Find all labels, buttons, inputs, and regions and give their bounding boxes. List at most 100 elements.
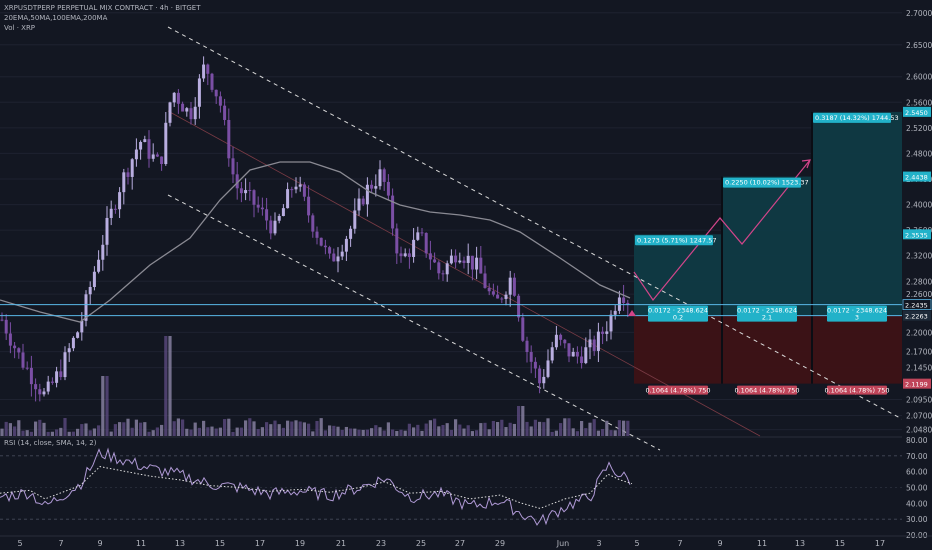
target-zone (634, 234, 722, 316)
volume-bar (55, 429, 59, 436)
volume-bar (454, 419, 458, 436)
volume-bar (277, 424, 281, 436)
candle-body (143, 139, 147, 143)
candle-body (365, 184, 369, 205)
candle-body (164, 122, 168, 165)
candle-body (118, 192, 122, 210)
candles[interactable] (0, 56, 630, 402)
volume-bar (559, 423, 563, 436)
candle-body (105, 217, 109, 245)
candle-body (571, 351, 575, 357)
volume-bar (281, 427, 285, 436)
time-tick-label: 3 (596, 539, 601, 548)
rsi-legend[interactable]: RSI (14, close, SMA, 14, 2) (4, 439, 97, 447)
indicator-legend[interactable]: 20EMA,50MA,100EMA,200MA (4, 14, 108, 22)
candle-body (248, 190, 252, 192)
candle-body (361, 198, 365, 205)
volume-bar (353, 428, 357, 436)
price-tag-bg (903, 229, 931, 240)
candle-body (374, 186, 378, 189)
volume-bar (197, 427, 201, 436)
candle-body (382, 169, 386, 182)
candle-body (130, 159, 134, 177)
candle-body (332, 253, 336, 262)
volume-bar (307, 423, 311, 436)
volume-bar (428, 420, 432, 436)
stop-label: 0.1064 (4.78%) 750 (645, 387, 710, 395)
volume-bar (227, 418, 231, 436)
stop-zone (812, 315, 902, 384)
candle-body (433, 259, 437, 263)
price-tag: 2.1199 (905, 381, 928, 389)
volume-bar (42, 422, 46, 436)
volume-bar (80, 424, 84, 436)
candle-body (605, 331, 609, 334)
volume-bar (126, 418, 130, 436)
candle-body (596, 331, 600, 351)
volume-bar (181, 419, 185, 436)
volume-bar (256, 429, 260, 436)
stop-zone (722, 315, 812, 384)
candle-body (575, 351, 579, 357)
volume-bar (244, 420, 248, 436)
volume-bar (105, 376, 109, 436)
price-tick-label: 2.0950 (906, 396, 932, 405)
candle-body (323, 245, 327, 248)
price-tag: 2.2263 (905, 313, 928, 321)
channel-upper (167, 26, 903, 420)
volume-bar (466, 425, 470, 436)
volume-bar (206, 427, 210, 436)
candle-body (386, 181, 390, 196)
price-tick-label: 2.4800 (906, 149, 932, 158)
candle-body (622, 297, 626, 303)
volume-bar (407, 423, 411, 436)
projection-path[interactable] (628, 159, 811, 316)
candle-body (214, 89, 218, 97)
candle-body (286, 189, 290, 209)
candle-body (609, 314, 613, 332)
volume-bar (122, 422, 126, 436)
candle-body (281, 208, 285, 217)
candle-body (315, 231, 319, 238)
price-axis[interactable]: 2.7000 2.6500 2.6000 2.5600 2.5200 2.4800 2.44… (902, 0, 932, 550)
candle-body (176, 92, 180, 104)
volume-bar (147, 431, 151, 436)
time-tick-label: 11 (757, 539, 767, 548)
volume-bar (0, 428, 4, 436)
candle-body (92, 271, 96, 287)
candle-body (0, 319, 4, 321)
candle-body (357, 198, 361, 211)
candle-body (252, 190, 256, 205)
price-tag-bg (903, 310, 931, 321)
volume-bar (265, 422, 269, 436)
candle-body (525, 340, 529, 353)
volume-bar (164, 336, 168, 436)
time-tick-label: 17 (875, 539, 885, 548)
candle-body (336, 256, 340, 262)
volume-bar (437, 426, 441, 436)
symbol-title[interactable]: XRPUSDTPERP PERPETUAL MIX CONTRACT · 4h … (4, 4, 201, 12)
candle-body (550, 347, 554, 361)
volume-bar (605, 420, 609, 436)
price-tag: 2.5450 (905, 109, 928, 117)
volume-bar (517, 406, 521, 436)
volume-bar (470, 431, 474, 436)
candle-body (533, 361, 537, 369)
position-labels: 0.1273 (5.71%) 1247.570.0172 · 2348.6240… (635, 112, 899, 395)
volume-bar (416, 424, 420, 436)
volume-bar (130, 427, 134, 436)
volume-bar (542, 422, 546, 436)
price-tick-label: 2.6500 (906, 41, 932, 50)
candle-body (298, 184, 302, 187)
price-tick-label: 2.6000 (906, 73, 932, 82)
time-axis[interactable]: 5 7 9 11 13 15 17 19 21 23 25 27 29 Jun 3 5 7 9 11 13 15 17 (0, 535, 932, 548)
entry-size-label: 2.1 (762, 314, 772, 322)
target-label: 0.2250 (10.02%) 1523.37 (725, 179, 809, 187)
volume-bar (21, 430, 25, 436)
volume-bar (344, 426, 348, 436)
volume-bar (588, 422, 592, 436)
volume-legend[interactable]: Vol · XRP (4, 24, 36, 32)
volume-bar (487, 429, 491, 436)
candle-body (391, 195, 395, 229)
